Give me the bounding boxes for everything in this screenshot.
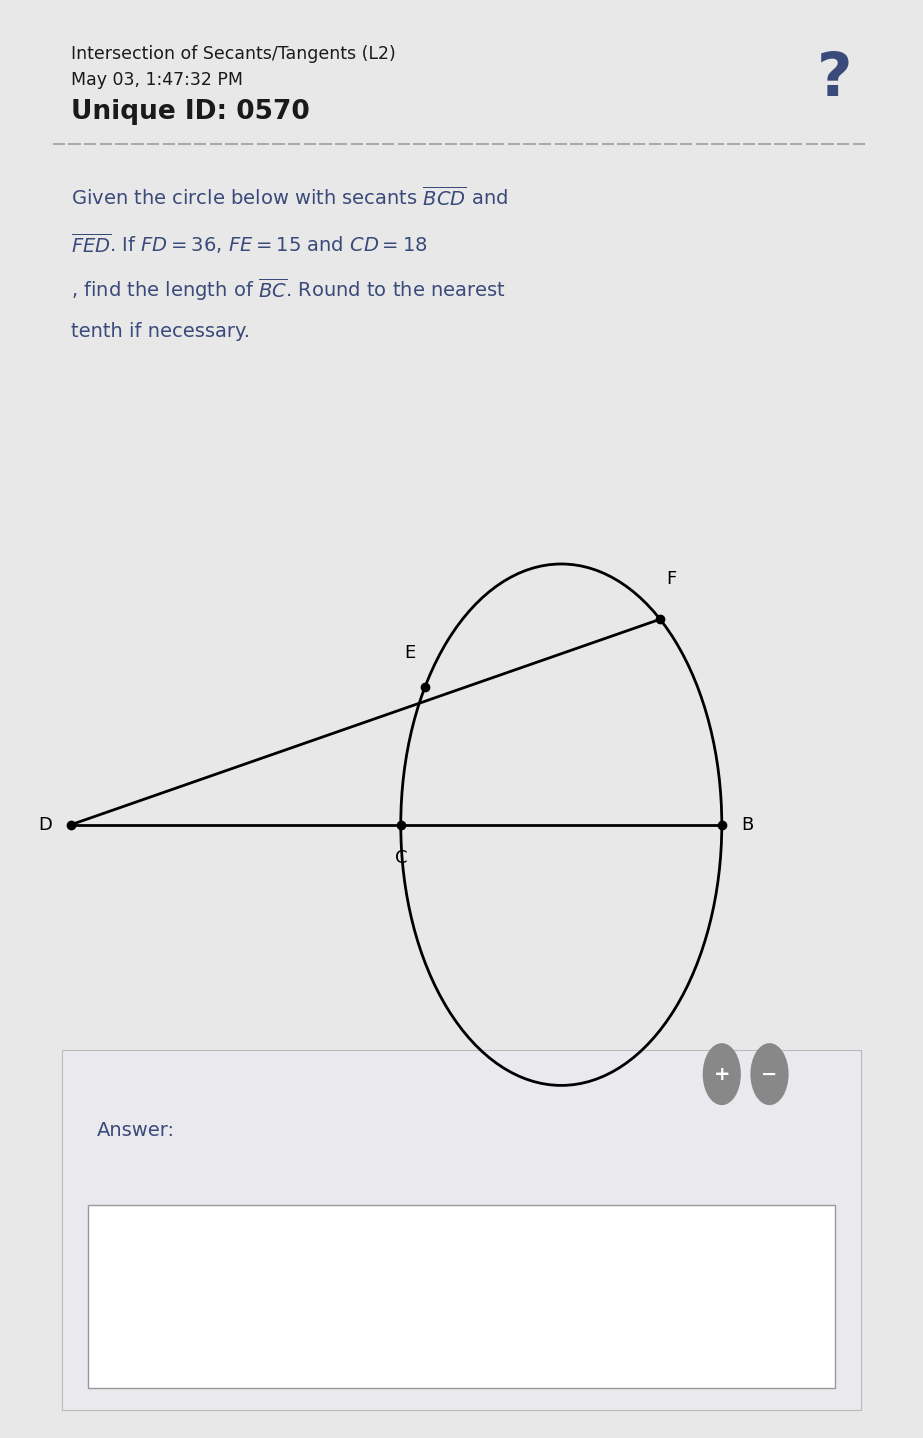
Text: −: − xyxy=(761,1064,778,1084)
Text: tenth if necessary.: tenth if necessary. xyxy=(71,322,250,341)
Text: ?: ? xyxy=(817,50,852,109)
Text: D: D xyxy=(38,815,52,834)
Text: C: C xyxy=(394,850,407,867)
Circle shape xyxy=(702,1043,741,1106)
Text: B: B xyxy=(741,815,753,834)
Text: +: + xyxy=(713,1064,730,1084)
Text: F: F xyxy=(665,571,676,588)
Text: Given the circle below with secants $\overline{BCD}$ and: Given the circle below with secants $\ov… xyxy=(71,187,509,210)
Text: Intersection of Secants/Tangents (L2): Intersection of Secants/Tangents (L2) xyxy=(71,46,396,63)
Circle shape xyxy=(750,1043,788,1106)
Text: May 03, 1:47:32 PM: May 03, 1:47:32 PM xyxy=(71,70,243,89)
Text: , find the length of $\overline{BC}$. Round to the nearest: , find the length of $\overline{BC}$. Ro… xyxy=(71,276,506,303)
Text: Unique ID: 0570: Unique ID: 0570 xyxy=(71,99,310,125)
Text: Answer:: Answer: xyxy=(97,1120,175,1140)
FancyBboxPatch shape xyxy=(63,1050,860,1409)
Text: $\overline{FED}$. If $FD = 36$, $FE = 15$ and $CD = 18$: $\overline{FED}$. If $FD = 36$, $FE = 15… xyxy=(71,232,427,256)
Text: E: E xyxy=(404,644,415,661)
FancyBboxPatch shape xyxy=(89,1205,834,1389)
